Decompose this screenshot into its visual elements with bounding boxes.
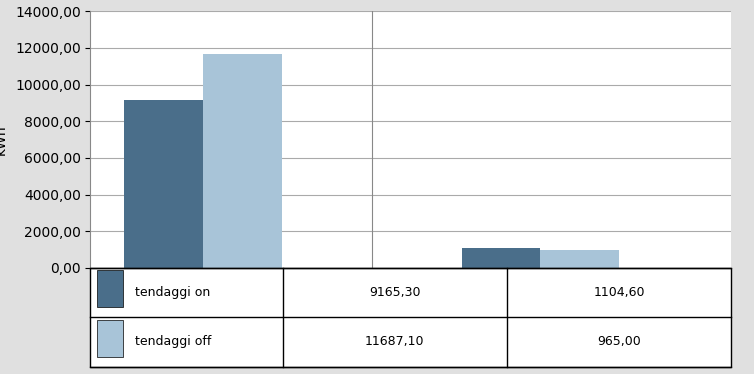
Text: 965,00: 965,00 [597, 335, 641, 348]
Bar [203, 53, 282, 268]
Text: 9165,30: 9165,30 [369, 286, 421, 299]
Bar [97, 270, 122, 307]
Text: 1104,60: 1104,60 [593, 286, 645, 299]
Bar [97, 320, 122, 357]
Bar [540, 250, 619, 268]
Text: tendaggi off: tendaggi off [135, 335, 212, 348]
Y-axis label: kWh: kWh [0, 124, 8, 155]
Text: tendaggi on: tendaggi on [135, 286, 210, 299]
Text: 11687,10: 11687,10 [365, 335, 425, 348]
Bar [124, 100, 203, 268]
Bar [461, 248, 540, 268]
